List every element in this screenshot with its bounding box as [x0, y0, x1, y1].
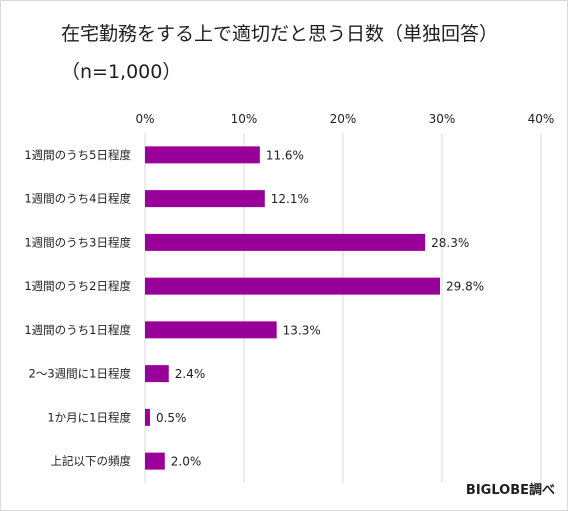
x-tick-label: 40%: [528, 112, 555, 126]
data-label: 28.3%: [431, 236, 469, 250]
x-tick-label: 20%: [330, 112, 357, 126]
x-tick-label: 30%: [429, 112, 456, 126]
data-label: 29.8%: [446, 280, 484, 294]
category-label: 1週間のうち4日程度: [24, 192, 131, 206]
source-credit: BIGLOBE調べ: [466, 479, 555, 498]
data-label: 11.6%: [266, 148, 304, 162]
data-label: 2.0%: [171, 455, 202, 469]
data-label: 2.4%: [175, 367, 206, 381]
category-label: 1週間のうち1日程度: [24, 323, 131, 337]
category-label: 2～3週間に1日程度: [29, 367, 132, 381]
bar: [145, 234, 425, 251]
x-tick-label: 0%: [135, 112, 154, 126]
bar: [145, 453, 165, 470]
category-label: 1週間のうち2日程度: [24, 279, 131, 293]
bar: [145, 365, 169, 382]
bar: [145, 409, 150, 426]
category-label: 1週間のうち5日程度: [24, 148, 131, 162]
data-label: 13.3%: [283, 323, 321, 337]
bar: [145, 146, 260, 163]
category-label: 1週間のうち3日程度: [24, 235, 131, 249]
category-label: 1か月に1日程度: [47, 410, 131, 424]
data-label: 12.1%: [271, 192, 309, 206]
category-label: 上記以下の頻度: [51, 454, 132, 468]
bar: [145, 190, 265, 207]
x-tick-label: 10%: [231, 112, 258, 126]
bar: [145, 321, 277, 338]
data-label: 0.5%: [156, 411, 187, 425]
bar: [145, 278, 440, 295]
